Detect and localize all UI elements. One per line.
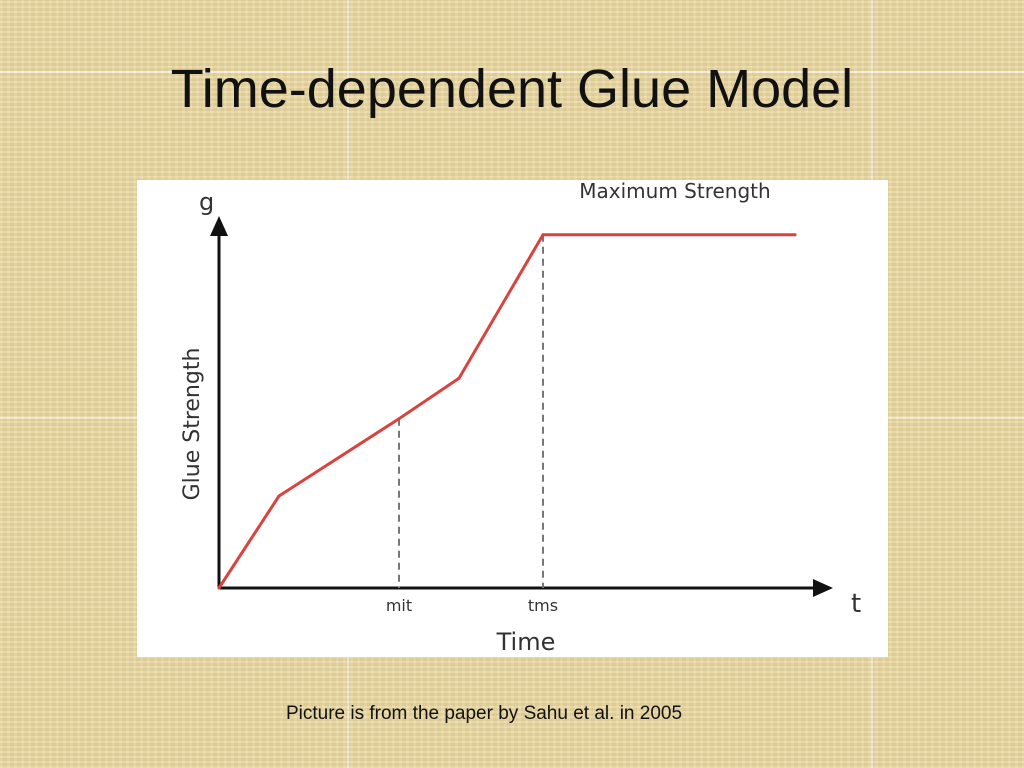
- x-tick-labels: mit tms: [386, 596, 558, 615]
- guide-lines: [398, 234, 544, 588]
- slide-title: Time-dependent Glue Model: [170, 59, 854, 119]
- glue-strength-chart: g t Glue Strength Time mit tms Maximum St…: [180, 180, 861, 656]
- series-point-5: [793, 233, 797, 237]
- x-axis-arrow-icon: [813, 579, 833, 597]
- y-axis-label: Glue Strength: [180, 348, 205, 501]
- series-point-4: [541, 233, 545, 237]
- annotation-maximum-strength: Maximum Strength: [579, 180, 770, 203]
- x-tick-label-tms: tms: [528, 596, 558, 615]
- series-point-0: [217, 586, 221, 590]
- x-axis-symbol: t: [851, 589, 861, 619]
- series-point-3: [457, 376, 461, 380]
- x-axis-label: Time: [496, 628, 556, 656]
- series-layer: [217, 233, 797, 590]
- y-axis-arrow-icon: [210, 216, 228, 236]
- x-tick-label-mit: mit: [386, 596, 412, 615]
- chart-panel: g t Glue Strength Time mit tms Maximum St…: [137, 180, 888, 657]
- series-point-2: [397, 417, 401, 421]
- annotations: Maximum Strength: [579, 180, 770, 203]
- series-line-0: [217, 233, 797, 590]
- axes: g t Glue Strength Time: [180, 188, 861, 656]
- y-axis-symbol: g: [199, 188, 214, 216]
- series-point-1: [277, 494, 281, 498]
- caption: Picture is from the paper by Sahu et al.…: [285, 703, 683, 724]
